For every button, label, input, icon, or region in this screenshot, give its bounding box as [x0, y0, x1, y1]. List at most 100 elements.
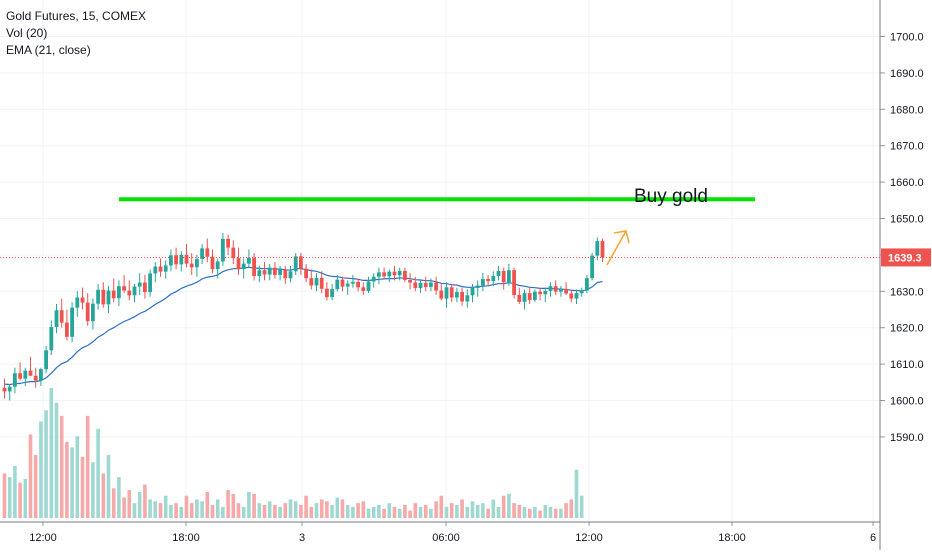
candle-body: [543, 290, 548, 295]
candle-body: [585, 278, 589, 291]
candle-body: [579, 290, 584, 294]
volume-bar: [507, 493, 511, 518]
volume-bar: [231, 493, 236, 518]
volume-bar: [403, 505, 407, 518]
candle-body: [595, 241, 600, 256]
legend-symbol[interactable]: Gold Futures, 15, COMEX: [6, 9, 147, 23]
volume-bar: [361, 501, 366, 518]
candle-body: [590, 255, 594, 279]
volume-bar: [434, 501, 438, 518]
candle-body: [247, 257, 251, 264]
y-tick-label: 1700.0: [890, 32, 924, 44]
volume-bar: [91, 462, 95, 518]
candle-body: [304, 268, 308, 279]
volume-bar: [18, 482, 22, 518]
volume-bar: [200, 501, 204, 518]
volume-bar: [330, 505, 334, 518]
volume-bar: [179, 506, 184, 518]
volume-bar: [257, 503, 262, 518]
volume-bar: [486, 508, 490, 518]
candle-body: [356, 281, 360, 288]
candle-body: [106, 290, 111, 305]
y-tick-label: 1600.0: [890, 396, 924, 408]
candle-body: [7, 386, 12, 392]
volume-bar: [439, 495, 444, 518]
volume-bar: [512, 503, 516, 518]
candle-body: [351, 281, 355, 284]
candle-body: [481, 278, 485, 286]
volume-bar: [153, 501, 158, 518]
volume-bar: [345, 505, 350, 518]
candle-body: [85, 302, 90, 322]
volume-bar: [143, 484, 147, 518]
candle-body: [13, 373, 17, 387]
volume-bar: [392, 506, 397, 518]
candlesticks: [2, 233, 605, 401]
candle-body: [132, 286, 137, 296]
y-tick-label: 1670.0: [890, 141, 924, 153]
candle-body: [553, 286, 558, 292]
candle-body: [444, 287, 449, 299]
candle-body: [387, 271, 392, 277]
candle-body: [169, 255, 173, 266]
candle-body: [137, 282, 142, 287]
volume-bar: [564, 503, 568, 518]
y-tick-label: 1650.0: [890, 214, 924, 226]
x-tick-label: 18:00: [718, 532, 746, 544]
candle-body: [189, 263, 194, 268]
legend-volume[interactable]: Vol (20): [6, 26, 48, 40]
volume-bar: [148, 499, 152, 518]
volume-bar: [574, 469, 579, 518]
volume-bar: [39, 421, 43, 518]
candle-body: [345, 283, 350, 287]
volume-bar: [429, 508, 433, 518]
volume-bar: [226, 490, 230, 518]
candle-body: [548, 286, 553, 291]
volume-bar: [65, 441, 69, 518]
candle-body: [184, 254, 189, 264]
volume-bar: [13, 466, 17, 518]
candle-body: [153, 266, 158, 274]
volume-bar: [158, 503, 163, 518]
volume-bar: [366, 508, 371, 518]
volume-bar: [70, 447, 74, 518]
candle-body: [439, 290, 444, 299]
candle-body: [65, 322, 69, 337]
volume-bar: [127, 490, 132, 518]
volume-bar: [80, 456, 85, 518]
candle-body: [158, 266, 163, 272]
volume-bar: [169, 505, 173, 518]
candle-body: [278, 269, 282, 275]
volume-bar: [559, 508, 563, 518]
x-tick-label: 6: [870, 532, 876, 544]
volume-bar: [2, 473, 7, 518]
candle-body: [91, 303, 95, 322]
candle-body: [75, 297, 80, 308]
candle-body: [33, 375, 38, 381]
legend-ema[interactable]: EMA (21, close): [6, 43, 91, 57]
volume-bar: [132, 503, 137, 518]
candle-body: [28, 370, 33, 376]
volume-bar: [491, 499, 496, 518]
volume-bar: [236, 503, 241, 518]
candle-body: [470, 288, 475, 296]
buy-gold-label: Buy gold: [634, 186, 708, 207]
volume-bar: [538, 510, 542, 518]
volume-bar: [569, 499, 574, 518]
candle-body: [210, 256, 215, 270]
candle-body: [262, 270, 267, 275]
y-tick-label: 1660.0: [890, 177, 924, 189]
candle-body: [397, 270, 402, 276]
candle-body: [241, 263, 246, 270]
volume-bar: [496, 506, 501, 518]
candle-body: [449, 287, 454, 298]
candle-body: [309, 278, 314, 286]
buy-arrow-shaft: [606, 230, 627, 266]
volume-bar: [314, 503, 319, 518]
volume-bar: [75, 436, 80, 518]
candle-body: [564, 289, 568, 294]
volume-bar: [267, 501, 272, 518]
